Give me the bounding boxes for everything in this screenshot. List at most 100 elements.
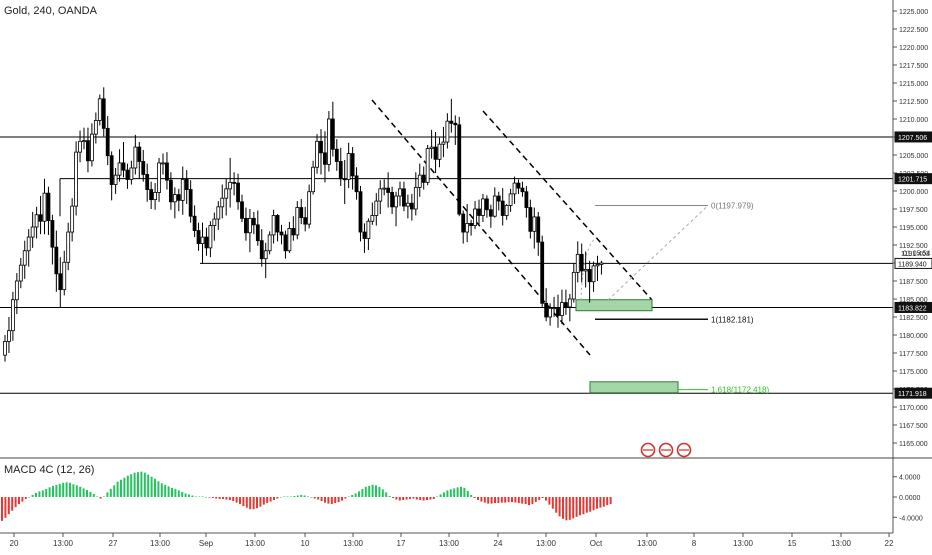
candle	[421, 166, 426, 190]
candle-body	[62, 261, 67, 291]
candle-body	[469, 222, 474, 226]
candle	[571, 263, 576, 303]
macd-bar	[524, 497, 527, 505]
macd-bar	[456, 487, 459, 497]
candle-body	[192, 215, 197, 231]
macd-bar	[500, 497, 503, 503]
candle	[117, 149, 122, 182]
candle-body	[101, 98, 106, 129]
candle-body	[263, 250, 268, 260]
candle-body	[165, 162, 169, 181]
candle-body	[567, 298, 572, 308]
macd-bar	[28, 497, 31, 498]
time-tick-label: 13:00	[245, 539, 266, 548]
candle-body	[425, 148, 430, 183]
macd-bar	[381, 489, 384, 497]
macd-bar	[470, 494, 473, 497]
macd-bar	[239, 497, 241, 505]
macd-bar	[439, 494, 442, 497]
macd-bar	[378, 486, 381, 497]
candle	[86, 127, 90, 173]
macd-bar	[205, 497, 207, 498]
candle-body	[362, 231, 367, 239]
candle-body	[402, 188, 406, 207]
time-tick-label: 24	[494, 539, 503, 548]
time-tick-label: 20	[10, 539, 19, 548]
candle	[295, 201, 300, 240]
macd-bar	[592, 497, 595, 511]
candle-body	[90, 133, 94, 162]
candle-body	[516, 182, 521, 189]
candle	[402, 181, 406, 212]
price-label-box	[894, 387, 932, 399]
candle-body	[50, 220, 55, 248]
macd-bar	[242, 497, 245, 507]
event-flag-icon[interactable]	[676, 442, 692, 458]
candle	[481, 193, 485, 222]
candle-body	[7, 330, 11, 342]
candle-body	[46, 192, 51, 221]
candle	[22, 240, 27, 279]
candle	[560, 289, 564, 325]
candle	[564, 289, 568, 315]
candle-body	[540, 241, 545, 304]
macd-bar	[480, 497, 483, 502]
macd-bar	[568, 497, 571, 520]
macd-bar	[361, 488, 364, 497]
macd-bar	[55, 484, 58, 497]
macd-bar	[494, 497, 496, 504]
candle	[469, 219, 474, 236]
candle	[244, 207, 248, 241]
candle	[93, 112, 98, 144]
macd-bar	[412, 497, 415, 499]
candle	[437, 137, 442, 168]
macd-bar	[286, 496, 289, 497]
macd-bar	[395, 497, 398, 500]
macd-bar	[419, 497, 422, 501]
macd-bar	[222, 497, 224, 500]
candle	[465, 203, 470, 243]
candle-body	[78, 140, 82, 153]
price-label-box	[894, 131, 932, 143]
candle-body	[228, 181, 233, 190]
candle	[536, 211, 541, 256]
candle	[82, 127, 86, 150]
candle-body	[575, 253, 580, 273]
candle	[473, 201, 477, 230]
candle-body	[564, 302, 568, 308]
macd-bar	[436, 496, 439, 497]
event-flag-icon[interactable]	[640, 442, 656, 458]
time-tick-label: 13:00	[343, 539, 364, 548]
macd-bar	[534, 497, 537, 503]
candle-body	[255, 224, 260, 242]
macd-bar	[422, 497, 425, 501]
candle-body	[74, 151, 78, 207]
candle-body	[350, 153, 355, 177]
candle-body	[42, 192, 47, 222]
candle	[441, 126, 446, 158]
macd-bar	[249, 497, 252, 510]
candle-body	[54, 246, 59, 275]
candle	[433, 131, 438, 173]
candle-body	[508, 193, 513, 206]
candle-body	[398, 188, 402, 197]
candle	[461, 210, 466, 244]
candle	[350, 147, 355, 190]
candle-body	[315, 140, 319, 168]
candle-body	[180, 179, 185, 201]
candle	[42, 178, 47, 235]
candle-body	[366, 220, 371, 239]
candle	[362, 223, 367, 253]
macd-bar	[392, 497, 394, 499]
candle-body	[176, 194, 181, 201]
candle	[168, 172, 173, 210]
macd-tick-label: 0.0000	[899, 495, 921, 502]
macd-bar	[106, 492, 109, 497]
macd-bar	[201, 496, 204, 497]
macd-bar	[606, 497, 609, 506]
event-flag-icon[interactable]	[658, 442, 674, 458]
price-tick-label: 1170.000	[899, 405, 928, 412]
candle	[544, 288, 549, 322]
